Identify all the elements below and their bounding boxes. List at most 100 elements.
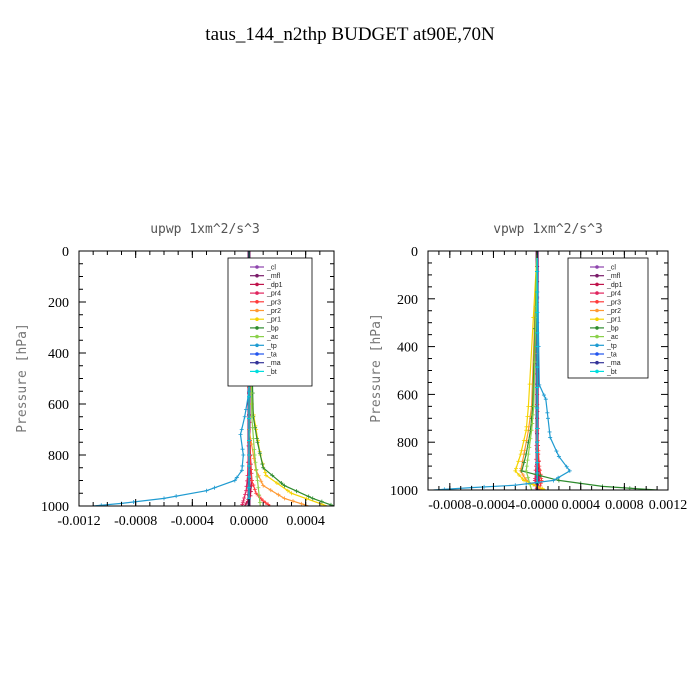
undefined-y-tick-label: 600 — [397, 388, 418, 403]
undefined-marker-tp — [556, 454, 561, 459]
undefined-y-tick-label: 1000 — [390, 484, 418, 499]
undefined-marker-tp — [241, 453, 246, 457]
undefined-legend-marker — [255, 343, 259, 348]
undefined-legend-label: _ac — [266, 334, 279, 341]
undefined-series-line-tp — [433, 251, 571, 490]
undefined-marker-tp — [551, 478, 556, 483]
undefined-marker-tp — [239, 468, 244, 473]
undefined-marker-bp — [306, 494, 311, 499]
undefined-y-tick-label: 600 — [48, 398, 69, 413]
undefined-legend-label: _mfl — [266, 273, 281, 280]
undefined-y-tick-label: 0 — [411, 245, 418, 260]
undefined-marker-pr1 — [516, 459, 521, 464]
undefined-legend-label: _cl — [266, 265, 276, 272]
undefined-marker-ac — [256, 485, 261, 490]
undefined-marker-pr4 — [244, 488, 249, 493]
undefined-marker-tp — [238, 432, 243, 437]
undefined-marker-pr1 — [304, 496, 309, 501]
undefined-marker-pr3 — [249, 467, 254, 472]
undefined-y-tick-label: 400 — [48, 347, 69, 362]
undefined-legend-label: _pr1 — [266, 317, 281, 324]
undefined-legend-marker — [255, 317, 259, 322]
undefined-legend-box — [227, 257, 313, 387]
undefined-marker-dp1 — [244, 501, 249, 506]
undefined-marker-pr3 — [249, 478, 254, 483]
undefined-marker-pr3 — [263, 500, 268, 505]
undefined-marker-tp — [99, 503, 104, 506]
undefined-marker-bt — [247, 394, 251, 399]
undefined-marker-bp — [294, 489, 299, 494]
undefined-marker-bp — [270, 473, 275, 478]
undefined-marker-pr2 — [291, 499, 296, 504]
undefined-marker-bp — [538, 473, 543, 478]
undefined-marker-ac — [525, 458, 530, 463]
undefined-marker-pr1 — [519, 448, 524, 453]
undefined-y-tick-label: 200 — [48, 296, 69, 311]
undefined-marker-tp — [131, 499, 136, 504]
undefined-legend-marker — [255, 334, 259, 339]
undefined-x-tick-label: -0.0012 — [57, 514, 100, 529]
undefined-marker-pr1 — [526, 404, 531, 409]
undefined-y-axis-label: Pressure [hPa] — [369, 313, 384, 423]
undefined-marker-tp — [546, 416, 550, 421]
undefined-legend-marker — [255, 300, 259, 304]
undefined-legend-marker — [255, 265, 259, 269]
undefined-marker-pr1 — [522, 478, 526, 483]
undefined-marker-pr4 — [532, 478, 537, 483]
undefined-marker-pr1 — [524, 428, 529, 433]
undefined-marker-pr1 — [513, 468, 518, 473]
undefined-marker-ac — [528, 436, 533, 441]
undefined-marker-bt — [247, 463, 251, 468]
undefined-legend-marker — [255, 308, 259, 313]
undefined-marker-ac — [257, 493, 262, 498]
undefined-legend-label: _tp — [606, 343, 617, 350]
undefined-marker-pr1 — [263, 470, 268, 475]
undefined-legend-marker — [595, 369, 599, 374]
undefined-marker-ac — [254, 467, 259, 472]
undefined-marker-bt — [535, 450, 540, 455]
undefined-marker-pr3 — [251, 483, 256, 488]
undefined-marker-pr2 — [299, 501, 304, 506]
undefined-marker-pr4 — [243, 492, 248, 497]
undefined-marker-bt — [535, 289, 540, 294]
undefined-marker-bp — [260, 462, 265, 467]
undefined-legend-marker — [595, 334, 599, 339]
undefined-legend-label: _cl — [606, 265, 616, 272]
undefined-y-tick-label: 800 — [48, 449, 69, 464]
undefined-marker-tp — [541, 393, 546, 398]
undefined-marker-bp — [319, 499, 324, 504]
undefined-marker-pr1 — [289, 491, 294, 496]
undefined-marker-bp — [279, 481, 284, 486]
undefined-marker-bt — [535, 426, 540, 431]
undefined-marker-ac — [524, 464, 529, 469]
undefined-legend-label: _dp1 — [606, 282, 623, 289]
undefined-marker-bt — [535, 406, 540, 411]
undefined-marker-tp — [240, 463, 245, 468]
undefined-y-tick-label: 200 — [397, 293, 418, 308]
undefined-marker-pr1 — [517, 472, 522, 477]
undefined-marker-pr3 — [537, 464, 542, 469]
undefined-marker-tp — [545, 410, 550, 415]
undefined-legend-marker — [595, 317, 599, 322]
undefined-marker-tp — [232, 478, 237, 483]
undefined-legend-marker — [255, 291, 259, 295]
undefined-legend-marker — [255, 360, 259, 365]
undefined-marker-tp — [554, 449, 559, 454]
undefined-legend-marker — [595, 265, 599, 269]
undefined-marker-bt — [535, 344, 540, 349]
undefined-legend-label: _pr4 — [606, 291, 621, 298]
undefined-marker-bt — [247, 485, 251, 490]
undefined-marker-bt — [535, 365, 540, 370]
undefined-legend-marker — [595, 273, 599, 278]
undefined-marker-pr2 — [282, 496, 287, 501]
undefined-marker-tp — [242, 414, 247, 419]
undefined-marker-pr2 — [261, 483, 266, 488]
undefined-marker-bt — [247, 438, 251, 443]
undefined-marker-pr3 — [254, 491, 259, 496]
undefined-x-tick-label: 0.0000 — [230, 514, 269, 529]
undefined-y-tick-label: 400 — [397, 341, 418, 356]
undefined-marker-bp — [519, 468, 524, 473]
undefined-marker-ac — [250, 425, 255, 430]
undefined-x-tick-label: -0.0008 — [114, 514, 157, 529]
undefined-marker-tp — [204, 488, 209, 493]
